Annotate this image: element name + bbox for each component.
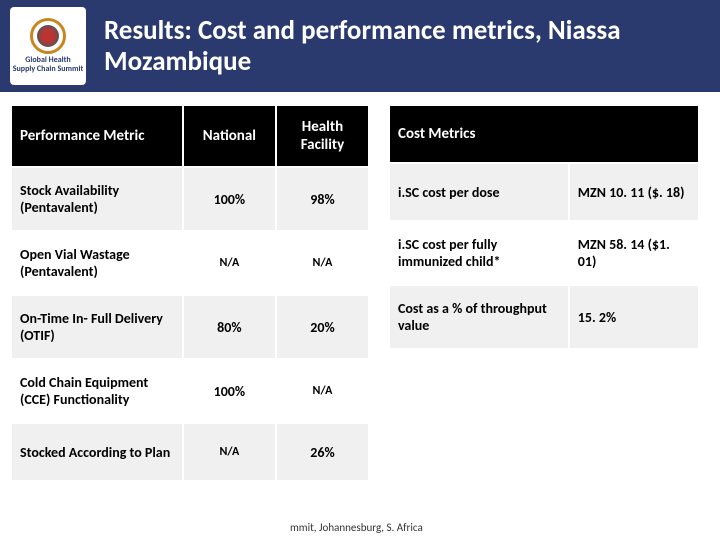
facility-val: N/A xyxy=(276,231,369,295)
facility-val: 20% xyxy=(276,295,369,359)
metric-label: On-Time In- Full Delivery (OTIF) xyxy=(11,295,183,359)
logo-ring-icon xyxy=(30,18,66,54)
table-row: Cold Chain Equipment (CCE) Functionality… xyxy=(11,359,369,423)
col-national: National xyxy=(183,105,276,167)
table-row: On-Time In- Full Delivery (OTIF) 80% 20% xyxy=(11,295,369,359)
page-title: Results: Cost and performance metrics, N… xyxy=(104,15,710,77)
col-metric: Performance Metric xyxy=(11,105,183,167)
logo-line2: Supply Chain Summit xyxy=(13,64,84,74)
logo: Global Health Supply Chain Summit xyxy=(10,7,86,85)
cost-value: MZN 10. 11 ($. 18) xyxy=(569,163,699,221)
table-row: Stocked According to Plan N/A 26% xyxy=(11,423,369,481)
logo-inner-icon xyxy=(37,25,59,47)
cost-label: i.SC cost per dose xyxy=(389,163,569,221)
table-row: i.SC cost per fully immunized child* MZN… xyxy=(389,221,699,285)
national-val: 100% xyxy=(183,359,276,423)
logo-text: Global Health Supply Chain Summit xyxy=(13,56,84,74)
national-val: 100% xyxy=(183,167,276,231)
metric-label: Cold Chain Equipment (CCE) Functionality xyxy=(11,359,183,423)
table-row: Stock Availability (Pentavalent) 100% 98… xyxy=(11,167,369,231)
table-header-row: Cost Metrics xyxy=(389,105,699,163)
cost-label: i.SC cost per fully immunized child* xyxy=(389,221,569,285)
cost-table: Cost Metrics i.SC cost per dose MZN 10. … xyxy=(388,104,700,350)
footnote: mmit, Johannesburg, S. Africa xyxy=(290,521,423,534)
title-bar: Global Health Supply Chain Summit Result… xyxy=(0,0,720,92)
national-val: N/A xyxy=(183,231,276,295)
cost-table-wrap: Cost Metrics i.SC cost per dose MZN 10. … xyxy=(388,104,700,482)
performance-table: Performance Metric National Health Facil… xyxy=(10,104,370,482)
table-row: Open Vial Wastage (Pentavalent) N/A N/A xyxy=(11,231,369,295)
col-cost: Cost Metrics xyxy=(389,105,699,163)
metric-label: Open Vial Wastage (Pentavalent) xyxy=(11,231,183,295)
national-val: 80% xyxy=(183,295,276,359)
table-row: i.SC cost per dose MZN 10. 11 ($. 18) xyxy=(389,163,699,221)
facility-val: 26% xyxy=(276,423,369,481)
table-header-row: Performance Metric National Health Facil… xyxy=(11,105,369,167)
performance-table-wrap: Performance Metric National Health Facil… xyxy=(10,104,370,482)
national-val: N/A xyxy=(183,423,276,481)
col-facility: Health Facility xyxy=(276,105,369,167)
facility-val: 98% xyxy=(276,167,369,231)
metric-label: Stock Availability (Pentavalent) xyxy=(11,167,183,231)
metric-label: Stocked According to Plan xyxy=(11,423,183,481)
tables-container: Performance Metric National Health Facil… xyxy=(0,92,720,482)
cost-value: MZN 58. 14 ($1. 01) xyxy=(569,221,699,285)
facility-val: N/A xyxy=(276,359,369,423)
cost-value: 15. 2% xyxy=(569,285,699,349)
cost-label: Cost as a % of throughput value xyxy=(389,285,569,349)
table-row: Cost as a % of throughput value 15. 2% xyxy=(389,285,699,349)
